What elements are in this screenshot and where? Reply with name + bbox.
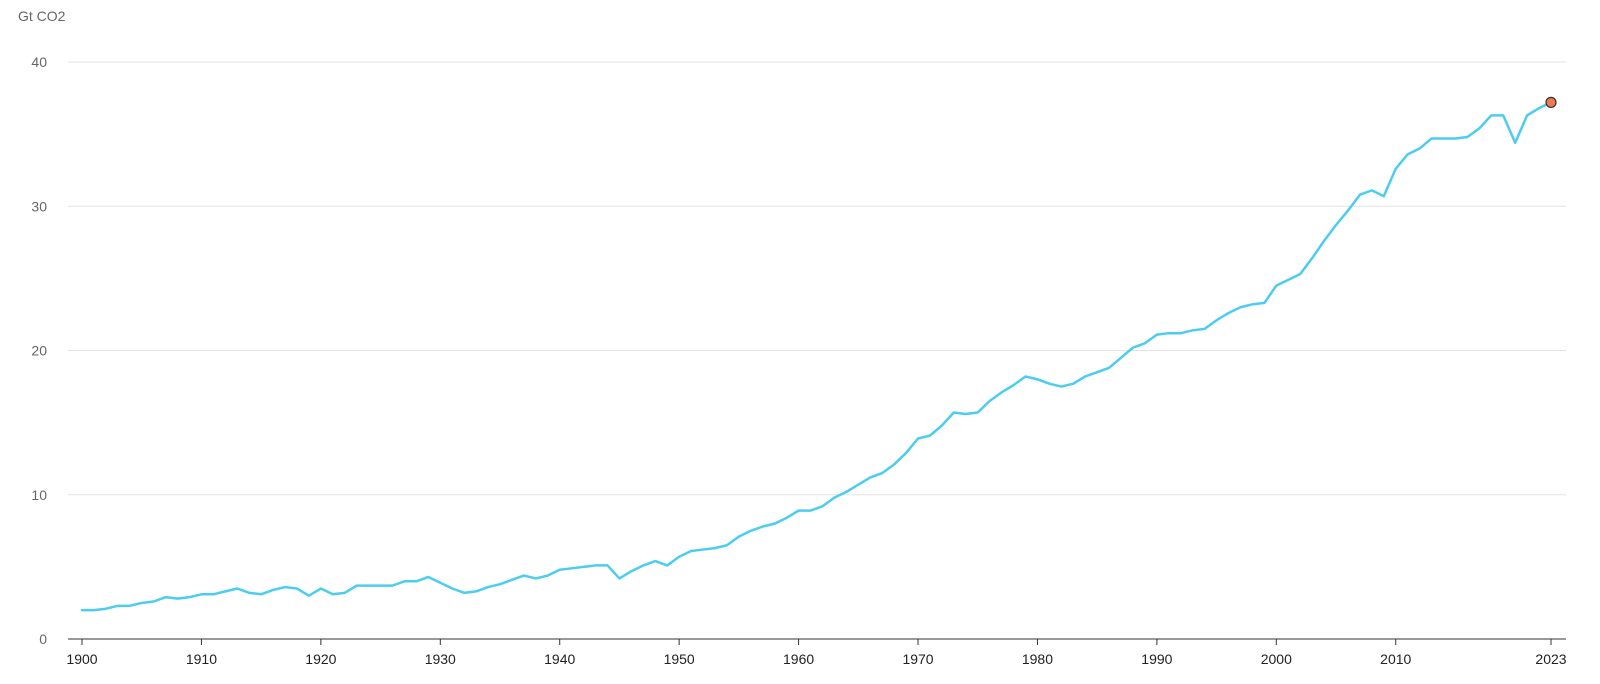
x-tick-labels: 1900 1910 1920 1930 1940 1950 1960 1970 1980 1990…	[66, 651, 1566, 667]
x-tick-label: 2010	[1380, 651, 1411, 667]
highlight-markers	[1545, 96, 1557, 108]
x-axis	[68, 638, 1566, 645]
series-line	[80, 101, 1553, 612]
x-tick-label: 1900	[66, 651, 97, 667]
x-tick-label: 1970	[902, 651, 933, 667]
x-tick-label: 1910	[186, 651, 217, 667]
x-tick-label: 1930	[425, 651, 456, 667]
x-tick-label: 1980	[1022, 651, 1053, 667]
x-tick-label: 1940	[544, 651, 575, 667]
latest-value-marker[interactable]	[1545, 96, 1557, 108]
y-tick-label: 40	[31, 54, 47, 70]
x-tick-label: 2000	[1261, 651, 1292, 667]
x-tick-label: 1960	[783, 651, 814, 667]
gridlines	[68, 61, 1566, 496]
x-tick-label: 2023	[1535, 651, 1566, 667]
y-tick-label: 20	[31, 343, 47, 359]
y-axis-unit-label: Gt CO2	[18, 8, 66, 24]
y-tick-labels: 0 10 20 30 40	[31, 54, 47, 647]
y-tick-label: 10	[31, 487, 47, 503]
x-tick-label: 1990	[1141, 651, 1172, 667]
x-tick-label: 1950	[664, 651, 695, 667]
x-tick-label: 1920	[305, 651, 336, 667]
y-tick-label: 30	[31, 198, 47, 214]
series-lines	[80, 101, 1553, 612]
y-tick-label: 0	[39, 631, 47, 647]
